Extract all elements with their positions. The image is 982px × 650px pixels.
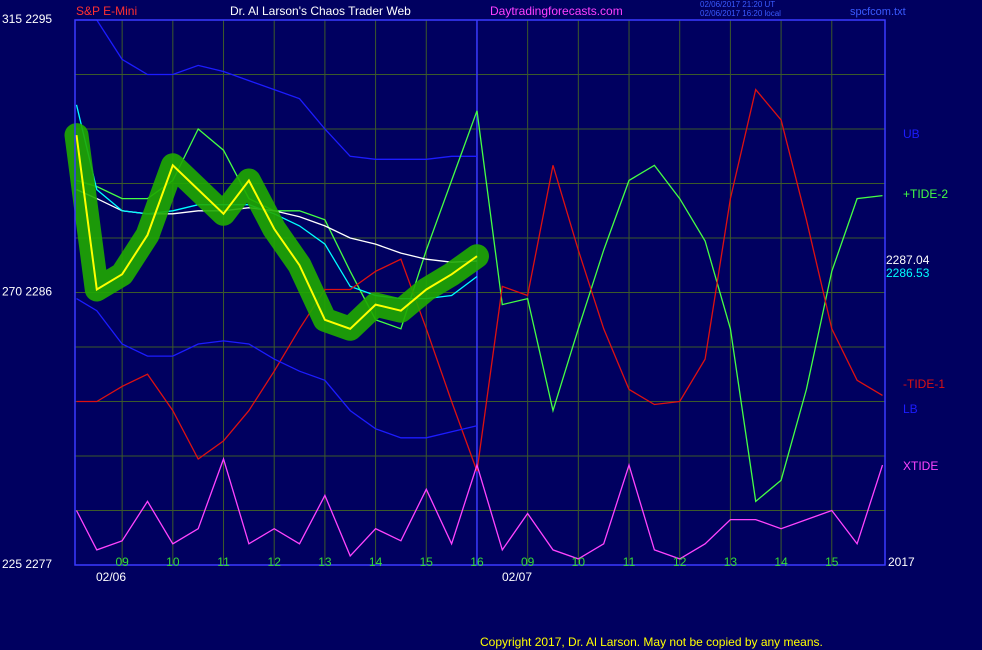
x-tick-label: 09 [521, 555, 535, 569]
legend-label: -TIDE-1 [903, 377, 945, 391]
x-tick-label: 11 [217, 555, 230, 569]
x-tick-label: 15 [825, 555, 839, 569]
x-tick-label: 13 [318, 555, 332, 569]
y-tick-label: 225 2277 [2, 557, 52, 571]
y-tick-label: 270 2286 [2, 285, 52, 299]
x-tick-label: 15 [420, 555, 434, 569]
copyright: Copyright 2017, Dr. Al Larson. May not b… [480, 635, 823, 649]
plot-border [74, 19, 886, 566]
x-tick-label: 09 [115, 555, 129, 569]
x-tick-label: 10 [572, 555, 586, 569]
last-value: 2287.04 [886, 253, 930, 267]
file-name: spcfcom.txt [850, 6, 906, 18]
site: Daytradingforecasts.com [490, 4, 623, 18]
date: 02/06 [96, 570, 126, 584]
x-tick-label: 10 [166, 555, 180, 569]
legend-label: LB [903, 402, 918, 416]
y-tick-label: 315 2295 [2, 12, 52, 26]
x-tick-label: 14 [369, 555, 383, 569]
x-tick-label: 12 [673, 555, 687, 569]
instrument: S&P E-Mini [76, 4, 137, 18]
x-tick-label: 12 [268, 555, 282, 569]
timestamp: 02/06/2017 21:20 UT [700, 0, 775, 9]
x-tick-label: 16 [470, 555, 484, 569]
series-line [76, 298, 478, 439]
series-line [76, 19, 477, 160]
series-line [76, 110, 883, 503]
x-tick-label: 11 [623, 555, 636, 569]
plot [64, 19, 884, 560]
chart-title: Dr. Al Larson's Chaos Trader Web [230, 4, 411, 18]
labels: S&P E-Mini Dr. Al Larson's Chaos Trader … [2, 0, 948, 649]
series-line [75, 134, 478, 330]
x-tick-label: 14 [774, 555, 788, 569]
timestamp: 02/06/2017 16:20 local [700, 9, 781, 18]
date: 02/07 [502, 570, 532, 584]
year: 2017 [888, 555, 915, 569]
legend-label: UB [903, 127, 920, 141]
series-line [76, 88, 883, 472]
x-tick-label: 13 [724, 555, 738, 569]
legend-label: XTIDE [903, 459, 938, 473]
last-value: 2286.53 [886, 266, 930, 280]
series-line [75, 456, 884, 560]
legend-label: +TIDE-2 [903, 187, 948, 201]
